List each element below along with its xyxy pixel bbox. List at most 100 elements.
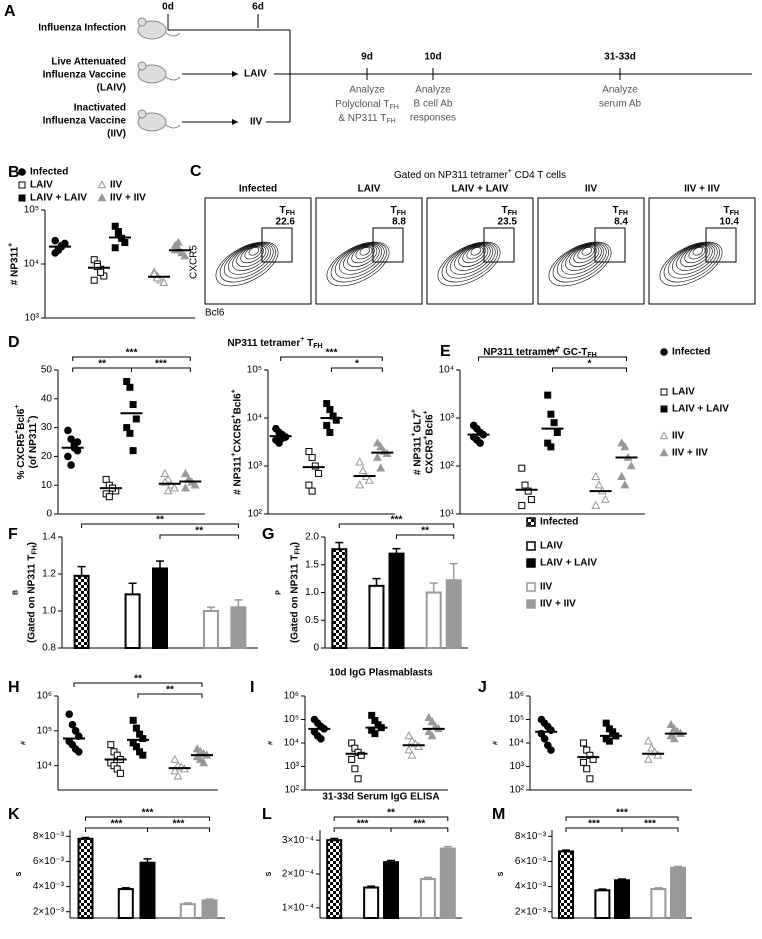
contour [548, 241, 612, 287]
data-point [620, 442, 630, 451]
y-tick-label: 4×10⁻³ [33, 881, 65, 892]
legend-label: IIV + IIV [672, 448, 708, 459]
bar [179, 903, 196, 920]
contour [581, 247, 593, 256]
y-tick-label: 10⁴ [509, 738, 524, 749]
data-point [351, 765, 359, 773]
significance-label: *** [588, 819, 600, 830]
panel-letter: F [8, 526, 18, 543]
error-bar [372, 577, 381, 586]
gate-label: TFH [613, 205, 628, 218]
data-point [373, 438, 382, 447]
data-point [64, 426, 72, 435]
error-bar [654, 887, 663, 890]
significance-bracket [147, 827, 210, 832]
y-tick-label: 50 [41, 365, 53, 376]
legend-label: Infected [30, 167, 68, 178]
y-tick-label: 10⁵ [24, 205, 39, 216]
data-point [586, 775, 594, 783]
data-point [170, 483, 179, 492]
gate-value: 8.8 [392, 217, 406, 228]
bar [73, 574, 90, 649]
data-point [358, 465, 368, 474]
legend-marker [97, 193, 107, 202]
text-part: FH [508, 210, 517, 217]
data-point [404, 745, 414, 754]
error-bar [206, 606, 215, 611]
data-point [669, 734, 679, 743]
mouse-icon [137, 17, 181, 40]
y-tick-label: 1.0 [305, 587, 319, 598]
data-point [305, 481, 313, 489]
significance-label: ** [195, 526, 203, 537]
text-part: CD4 T cells [512, 170, 566, 181]
contour [466, 246, 484, 260]
text-part: CXCR5 [424, 439, 435, 473]
text-part: Gated on NP311 tetramer [394, 170, 508, 181]
contour [240, 245, 264, 264]
significance-bracket [131, 367, 191, 372]
significance-bracket [331, 367, 383, 372]
data-point [315, 469, 323, 477]
bar [388, 552, 405, 650]
data-point [617, 471, 627, 480]
data-point [57, 241, 66, 250]
data-point [547, 410, 555, 418]
analysis-text: Polyclonal TFH [335, 99, 399, 112]
data-point [199, 758, 209, 767]
contour [569, 245, 600, 267]
gate-value: 10.4 [720, 217, 740, 228]
plot-title: IIV [585, 184, 598, 195]
data-point [126, 383, 134, 391]
error-bar [156, 560, 164, 569]
data-point [129, 447, 137, 455]
error-bar [449, 562, 458, 581]
data-point [371, 730, 379, 738]
y-tick-label: 2×10⁻³ [515, 906, 547, 917]
y-axis-label: # [268, 741, 275, 745]
data-point [357, 751, 365, 759]
legend-marker [18, 194, 26, 202]
data-point [317, 735, 325, 743]
bar [614, 879, 630, 919]
data-point [427, 716, 437, 726]
data-point [424, 726, 434, 736]
data-point [354, 775, 362, 783]
text-part: + [300, 336, 304, 343]
error-bar [429, 582, 438, 593]
significance-label: ** [421, 526, 429, 537]
text-part: T [280, 205, 286, 216]
contour [244, 246, 262, 260]
data-point [591, 471, 601, 480]
data-point [647, 743, 656, 752]
y-tick-label: 10⁴ [37, 760, 52, 771]
text-part: # NP311 [232, 456, 243, 495]
panel-letter: M [492, 806, 505, 823]
contour [663, 242, 720, 283]
day-label: 9d [361, 52, 373, 63]
legend-swatch [526, 558, 536, 568]
significance-bracket [81, 523, 239, 528]
contour [326, 241, 390, 287]
data-point [121, 239, 129, 247]
error-bar [443, 845, 452, 849]
gate-value: 8.4 [614, 217, 628, 228]
contour [454, 244, 491, 271]
data-point [376, 442, 386, 451]
y-tick-label: 1.2 [42, 569, 56, 580]
text-part: T [391, 205, 397, 216]
data-point [111, 244, 119, 252]
data-point [583, 765, 591, 773]
data-point [626, 461, 636, 470]
contour [236, 245, 267, 267]
y-axis-label: S [16, 871, 23, 876]
significance-label: *** [173, 819, 185, 830]
significance-label: *** [357, 819, 369, 830]
legend-marker [18, 168, 26, 176]
data-point [605, 737, 613, 745]
significance-label: *** [391, 515, 403, 526]
bar [383, 861, 399, 920]
data-point [553, 428, 561, 436]
data-point [476, 439, 484, 447]
contour [355, 246, 373, 260]
